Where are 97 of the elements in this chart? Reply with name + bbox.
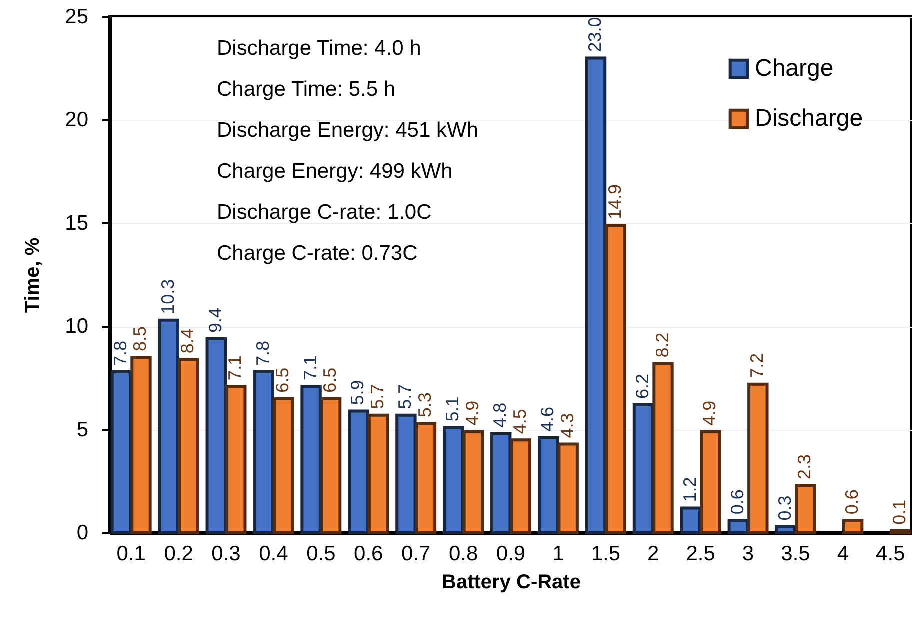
annotation: Charge Energy: 499 kWh [217, 160, 453, 183]
data-label: 14.9 [604, 184, 625, 220]
data-label: 0.6 [727, 490, 748, 515]
x-tick-label: 0.5 [306, 542, 336, 566]
bar [700, 430, 722, 534]
bar [680, 506, 702, 534]
y-tick-label: 25 [65, 6, 88, 28]
bar [462, 430, 484, 534]
bar [728, 519, 749, 534]
data-label: 7.1 [225, 355, 246, 380]
bar [795, 484, 816, 534]
data-label: 23.0 [585, 17, 606, 52]
data-label: 5.1 [442, 396, 463, 422]
annotation: Discharge Energy: 451 kWh [217, 119, 478, 142]
data-label: 4.8 [490, 402, 510, 428]
bar [226, 384, 247, 534]
bar [206, 337, 227, 534]
bar [130, 356, 152, 534]
bar [158, 318, 180, 534]
x-tick-label: 1.5 [591, 542, 621, 566]
x-tick-label: 2.5 [686, 542, 716, 566]
x-tick-label: 0.1 [116, 542, 146, 566]
data-label: 7.8 [252, 340, 273, 366]
data-label: 5.3 [414, 392, 435, 418]
bar [748, 382, 769, 534]
bar [415, 422, 437, 534]
data-label: 8.4 [178, 328, 198, 354]
data-label: 10.3 [158, 279, 178, 314]
bar [775, 525, 796, 534]
x-tick-label: 3.5 [781, 542, 810, 566]
bar [348, 410, 370, 534]
bar [632, 404, 654, 534]
bar [443, 426, 464, 534]
x-tick-label: 2 [648, 542, 660, 566]
data-label: 6.5 [320, 368, 340, 393]
data-label: 5.7 [395, 384, 416, 410]
x-axis-title: Battery C-Rate [442, 572, 581, 594]
bar [538, 436, 560, 534]
x-tick-label: 0.6 [354, 542, 384, 566]
data-label: 4.9 [700, 400, 720, 426]
annotation: Discharge C-rate: 1.0C [217, 201, 432, 224]
y-axis-title: Time, % [22, 238, 44, 314]
x-tick-label: 0.9 [496, 542, 526, 566]
x-tick-label: 4.5 [876, 542, 906, 566]
data-label: 4.6 [538, 407, 558, 432]
bar [273, 397, 294, 534]
x-tick-label: 0.2 [164, 542, 194, 566]
bar [585, 56, 607, 534]
legend-label: Charge [755, 55, 834, 82]
bar [368, 414, 390, 534]
y-tick-label: 10 [65, 315, 88, 338]
bar [178, 358, 200, 534]
data-label: 4.3 [557, 413, 578, 438]
x-tick-label: 3 [742, 542, 754, 566]
annotation: Charge Time: 5.5 h [217, 78, 396, 101]
y-tick-label: 20 [65, 108, 88, 132]
x-tick-label: 0.7 [401, 542, 431, 566]
bar [396, 414, 417, 534]
bar [320, 397, 342, 534]
data-label: 7.2 [747, 353, 768, 378]
data-label: 1.2 [680, 477, 700, 502]
bar [558, 442, 579, 534]
y-tick-label: 0 [76, 522, 88, 544]
data-label: 6.5 [272, 368, 293, 393]
bar [110, 370, 132, 534]
data-label: 5.7 [368, 384, 388, 410]
x-tick-label: 4 [837, 542, 850, 566]
data-label: 7.8 [110, 340, 130, 366]
data-label: 0.6 [842, 490, 862, 515]
x-tick-label: 0.8 [448, 542, 478, 566]
bar [300, 384, 322, 534]
data-label: 7.1 [300, 355, 320, 380]
data-label: 5.9 [348, 380, 368, 406]
legend-label: Discharge [755, 105, 864, 132]
bar [510, 438, 532, 534]
data-label: 8.5 [130, 326, 150, 352]
bar [253, 370, 274, 534]
data-label: 2.3 [794, 454, 815, 480]
y-tick-label: 15 [65, 212, 88, 235]
bar [652, 362, 674, 534]
annotation: Charge C-rate: 0.73C [217, 242, 418, 265]
annotation: Discharge Time: 4.0 h [217, 37, 422, 60]
data-label: 0.1 [890, 500, 910, 525]
x-tick-label: 1 [552, 542, 564, 566]
bar [490, 432, 512, 534]
x-tick-label: 0.3 [212, 542, 241, 566]
data-label: 0.3 [774, 496, 795, 521]
bar [890, 529, 912, 534]
bar [605, 224, 626, 534]
data-label: 4.5 [510, 409, 530, 434]
x-tick-label: 0.4 [259, 542, 289, 566]
data-label: 8.2 [652, 332, 672, 358]
data-label: 9.4 [205, 308, 226, 333]
bar [842, 519, 864, 534]
data-label: 4.9 [462, 400, 482, 426]
data-label: 6.2 [632, 374, 652, 400]
y-tick-label: 5 [76, 418, 88, 442]
